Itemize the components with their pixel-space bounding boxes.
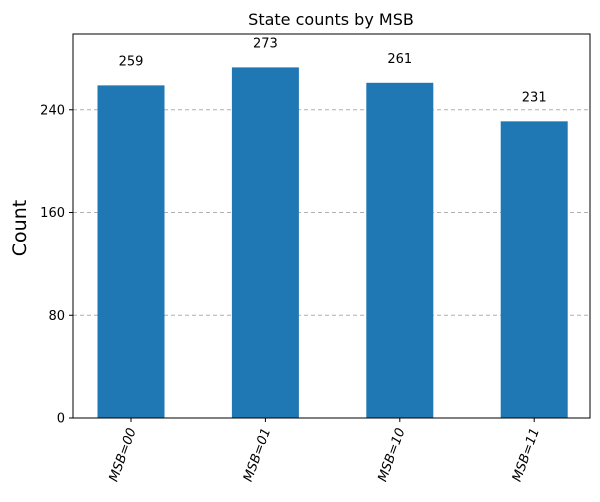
bar	[366, 82, 434, 418]
y-ticks: 0 80 160 240	[40, 103, 73, 427]
x-tick-label: MSB=00	[107, 426, 140, 484]
data-label: 259	[119, 54, 144, 69]
y-axis-label: Count	[9, 200, 31, 256]
data-label: 273	[253, 36, 278, 51]
data-label: 231	[522, 90, 547, 105]
data-label: 261	[387, 52, 412, 67]
bar	[231, 67, 299, 419]
bar	[97, 85, 165, 418]
x-tick-label: MSB=01	[241, 426, 274, 484]
chart-title: State counts by MSB	[248, 10, 414, 29]
bars	[97, 67, 568, 419]
bar	[500, 121, 568, 418]
x-tick-label: MSB=10	[375, 426, 408, 484]
x-ticks: MSB=00 MSB=01 MSB=10 MSB=11	[107, 418, 543, 484]
plot-frame	[72, 33, 591, 419]
x-tick-label: MSB=11	[510, 426, 543, 484]
y-tick-label: 160	[40, 206, 65, 221]
data-labels: 259 273 261 231	[119, 36, 547, 105]
y-tick-label: 0	[57, 412, 65, 427]
y-tick-label: 80	[48, 309, 65, 324]
y-tick-label: 240	[40, 103, 65, 118]
